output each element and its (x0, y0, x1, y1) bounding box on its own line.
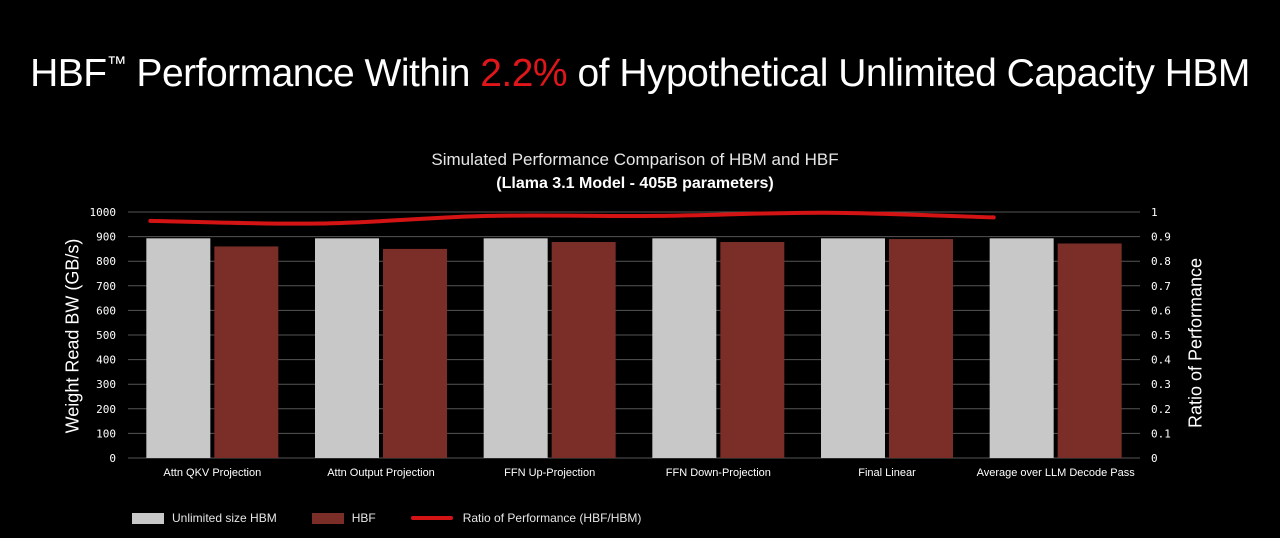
y2-tick-label: 0.1 (1151, 427, 1171, 440)
bar-hbm (315, 238, 379, 458)
bar-hbm (821, 238, 885, 458)
chart-legend: Unlimited size HBM HBF Ratio of Performa… (132, 508, 676, 528)
legend-swatch-ratio (410, 516, 453, 520)
bar-hbm (652, 238, 717, 458)
x-tick-label: Attn QKV Projection (163, 467, 261, 479)
y2-tick-label: 1 (1151, 206, 1158, 219)
x-tick-label: Attn Output Projection (327, 467, 435, 479)
x-tick-label: Final Linear (858, 467, 916, 479)
y-tick-label: 200 (96, 403, 116, 416)
page-headline: HBF™ Performance Within 2.2% of Hypothet… (0, 52, 1280, 96)
chart-subtitle: (Llama 3.1 Model - 405B parameters) (496, 175, 774, 192)
x-tick-label: FFN Down-Projection (666, 467, 771, 479)
bar-hbm (483, 238, 548, 458)
legend-item-hbm: Unlimited size HBM (132, 511, 277, 525)
bar-hbf (551, 242, 616, 458)
legend-label-hbf: HBF (351, 511, 376, 525)
y-tick-label: 100 (96, 427, 116, 440)
chart-title: Simulated Performance Comparison of HBM … (431, 150, 839, 169)
trademark-symbol: ™ (106, 53, 127, 75)
legend-swatch-hbf (311, 512, 344, 524)
legend-item-ratio: Ratio of Performance (HBF/HBM) (410, 511, 642, 525)
y2-tick-label: 0.5 (1151, 329, 1171, 342)
bar-hbf (1057, 243, 1122, 458)
bar-hbm (146, 238, 211, 458)
headline-suffix: of Hypothetical Unlimited Capacity HBM (567, 52, 1250, 95)
ratio-line (148, 210, 996, 226)
y-tick-label: 800 (96, 255, 116, 268)
y2-tick-label: 0.2 (1151, 403, 1171, 416)
bar-hbf (720, 242, 785, 458)
legend-item-hbf: HBF (311, 511, 376, 525)
y2-tick-label: 0.3 (1151, 378, 1171, 391)
y2-tick-label: 0.8 (1151, 255, 1171, 268)
y2-tick-label: 0.7 (1151, 280, 1171, 293)
y-tick-label: 0 (109, 452, 116, 465)
legend-label-ratio: Ratio of Performance (HBF/HBM) (462, 511, 642, 525)
x-tick-label: Average over LLM Decode Pass (977, 467, 1136, 479)
y2-tick-label: 0 (1151, 452, 1158, 465)
headline-prefix: HBF (30, 52, 107, 95)
y-axis-label-right: Ratio of Performance (1185, 257, 1206, 429)
y-tick-label: 700 (96, 280, 116, 293)
y2-tick-label: 0.4 (1151, 354, 1171, 367)
y-tick-label: 1000 (90, 206, 117, 219)
bar-hbf (889, 239, 953, 458)
bar-hbf (214, 246, 279, 458)
headline-middle: Performance Within (126, 52, 481, 95)
y2-tick-label: 0.9 (1151, 231, 1171, 244)
bar-hbm (989, 238, 1054, 458)
legend-swatch-hbm (132, 512, 164, 524)
y-tick-label: 300 (96, 378, 116, 391)
y-tick-label: 900 (96, 231, 116, 244)
y-tick-label: 500 (96, 329, 116, 342)
legend-label-hbm: Unlimited size HBM (172, 511, 277, 525)
headline-highlight: 2.2% (480, 52, 568, 95)
y-tick-label: 600 (96, 304, 116, 317)
y-tick-label: 400 (96, 354, 116, 367)
bar-hbf (383, 248, 447, 458)
x-tick-label: FFN Up-Projection (504, 467, 595, 479)
y2-tick-label: 0.6 (1151, 304, 1171, 317)
y-axis-label-left: Weight Read BW (GB/s) (62, 238, 83, 434)
